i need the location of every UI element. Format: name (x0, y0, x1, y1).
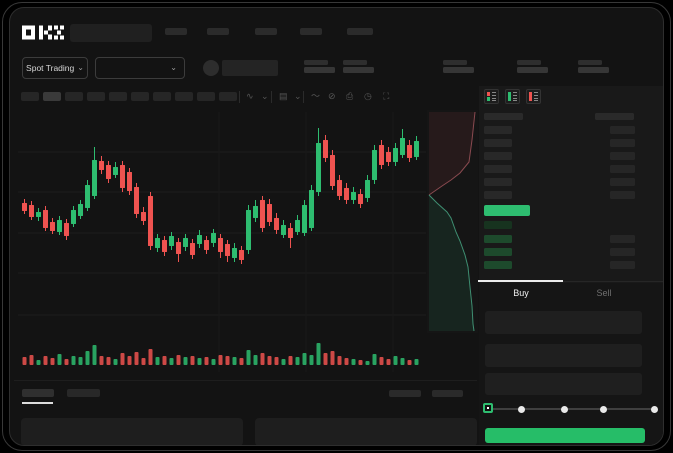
price-input[interactable] (485, 311, 642, 334)
chevron-down-icon[interactable]: ⌄ (261, 91, 269, 101)
amount-slider-track[interactable] (488, 408, 654, 410)
amount-input[interactable] (485, 344, 642, 367)
ask-row-amount[interactable] (610, 152, 635, 160)
ticker-stat-label-placeholder (517, 60, 541, 65)
order-book-header-amount (595, 113, 634, 120)
ticker-stat-label-placeholder (343, 60, 367, 65)
bid-row-price[interactable] (484, 235, 512, 243)
bottom-divider (14, 380, 477, 381)
tab-buy[interactable]: Buy (513, 288, 529, 298)
ticker-stat-value-placeholder (443, 67, 474, 73)
buy-submit-button[interactable] (485, 428, 645, 443)
ask-row-amount[interactable] (610, 126, 635, 134)
line-tool-icon[interactable]: 〜 (311, 91, 321, 101)
chevron-down-icon[interactable]: ⌄ (294, 91, 302, 101)
bid-row-price[interactable] (484, 261, 512, 269)
bid-row-amount[interactable] (610, 248, 635, 256)
bottom-tab[interactable] (67, 389, 100, 397)
slider-stop-dot[interactable] (560, 405, 568, 413)
toolbar-separator (303, 91, 304, 103)
book-all-icon[interactable] (484, 89, 499, 104)
market-type-label: Spot Trading (26, 63, 75, 73)
candlestick-chart[interactable] (18, 110, 426, 378)
toolbar-separator (239, 91, 240, 103)
search-placeholder[interactable] (70, 24, 152, 42)
bottom-action-placeholder[interactable] (389, 390, 421, 397)
tab-divider (479, 281, 663, 282)
bottom-action-placeholder[interactable] (432, 390, 463, 397)
indicators-icon[interactable]: ▤ (279, 91, 288, 101)
ask-row-amount[interactable] (610, 178, 635, 186)
ticker-stat-label-placeholder (443, 60, 467, 65)
book-bids-icon[interactable] (505, 89, 520, 104)
toolbar-separator (271, 91, 272, 103)
app-window: Spot Trading ⌄ ⌄ ∿ ⌄ ▤ ⌄ 〜 ⊘ ⎙ ◷ ⛶ (9, 7, 664, 446)
magnet-icon[interactable]: ⊘ (328, 91, 336, 101)
camera-icon[interactable]: ⎙ (346, 91, 354, 101)
slider-stop-dot[interactable] (517, 405, 525, 413)
ask-row-price[interactable] (484, 126, 512, 134)
slider-stop-dot[interactable] (650, 405, 658, 413)
timeframe-button-placeholder[interactable] (65, 92, 83, 101)
bid-row-price[interactable] (484, 248, 512, 256)
ticker-stat-value-placeholder (343, 67, 374, 73)
ask-row-price[interactable] (484, 191, 512, 199)
slider-stop-dot[interactable] (599, 405, 607, 413)
timeframe-button-placeholder[interactable] (175, 92, 193, 101)
tab-sell[interactable]: Sell (596, 288, 612, 298)
nav-item-placeholder[interactable] (165, 28, 187, 35)
ticker-stat-value-placeholder (578, 67, 609, 73)
timeframe-button-placeholder[interactable] (21, 92, 39, 101)
bid-row-amount[interactable] (610, 235, 635, 243)
nav-item-placeholder[interactable] (347, 28, 373, 35)
active-tab-underline (478, 280, 563, 282)
ticker-stat-value-placeholder (517, 67, 548, 73)
ask-row-amount[interactable] (610, 165, 635, 173)
okx-logo[interactable] (22, 25, 64, 40)
pair-selector-dropdown[interactable]: ⌄ (95, 57, 185, 79)
order-book-header-price (484, 113, 523, 120)
open-orders-panel (21, 418, 243, 445)
chevron-down-icon: ⌄ (170, 63, 177, 72)
depth-chart[interactable] (427, 110, 477, 333)
ask-row-amount[interactable] (610, 139, 635, 147)
timeframe-button-placeholder[interactable] (219, 92, 237, 101)
ask-row-price[interactable] (484, 139, 512, 147)
order-history-panel (255, 418, 477, 445)
timeframe-button-placeholder[interactable] (43, 92, 61, 101)
bottom-tab-active[interactable] (22, 389, 54, 397)
last-price-highlight[interactable] (484, 205, 530, 216)
fullscreen-icon[interactable]: ⛶ (383, 91, 390, 101)
timeframe-button-placeholder[interactable] (197, 92, 215, 101)
ticker-stat-value-placeholder (304, 67, 335, 73)
ticker-stat-label-placeholder (578, 60, 602, 65)
amount-slider-handle[interactable] (483, 403, 493, 413)
total-input[interactable] (485, 373, 642, 395)
ask-row-price[interactable] (484, 165, 512, 173)
ask-row-price[interactable] (484, 152, 512, 160)
book-asks-icon[interactable] (526, 89, 541, 104)
timeframe-button-placeholder[interactable] (131, 92, 149, 101)
chevron-down-icon: ⌄ (77, 63, 84, 72)
timeframe-button-placeholder[interactable] (109, 92, 127, 101)
ticker-avatar (203, 60, 219, 76)
bottom-tab-underline (22, 402, 53, 404)
nav-item-placeholder[interactable] (207, 28, 229, 35)
nav-item-placeholder[interactable] (300, 28, 322, 35)
chart-style-icon[interactable]: ∿ (246, 91, 254, 101)
timeframe-button-placeholder[interactable] (153, 92, 171, 101)
ask-row-amount[interactable] (610, 191, 635, 199)
ask-row-price[interactable] (484, 178, 512, 186)
pair-name-placeholder (222, 60, 278, 76)
ticker-stat-label-placeholder (304, 60, 328, 65)
timeframe-button-placeholder[interactable] (87, 92, 105, 101)
nav-item-placeholder[interactable] (255, 28, 277, 35)
bid-row-price[interactable] (484, 221, 512, 229)
bid-row-amount[interactable] (610, 261, 635, 269)
market-type-selector[interactable]: Spot Trading ⌄ (22, 57, 88, 79)
history-icon[interactable]: ◷ (364, 91, 372, 101)
